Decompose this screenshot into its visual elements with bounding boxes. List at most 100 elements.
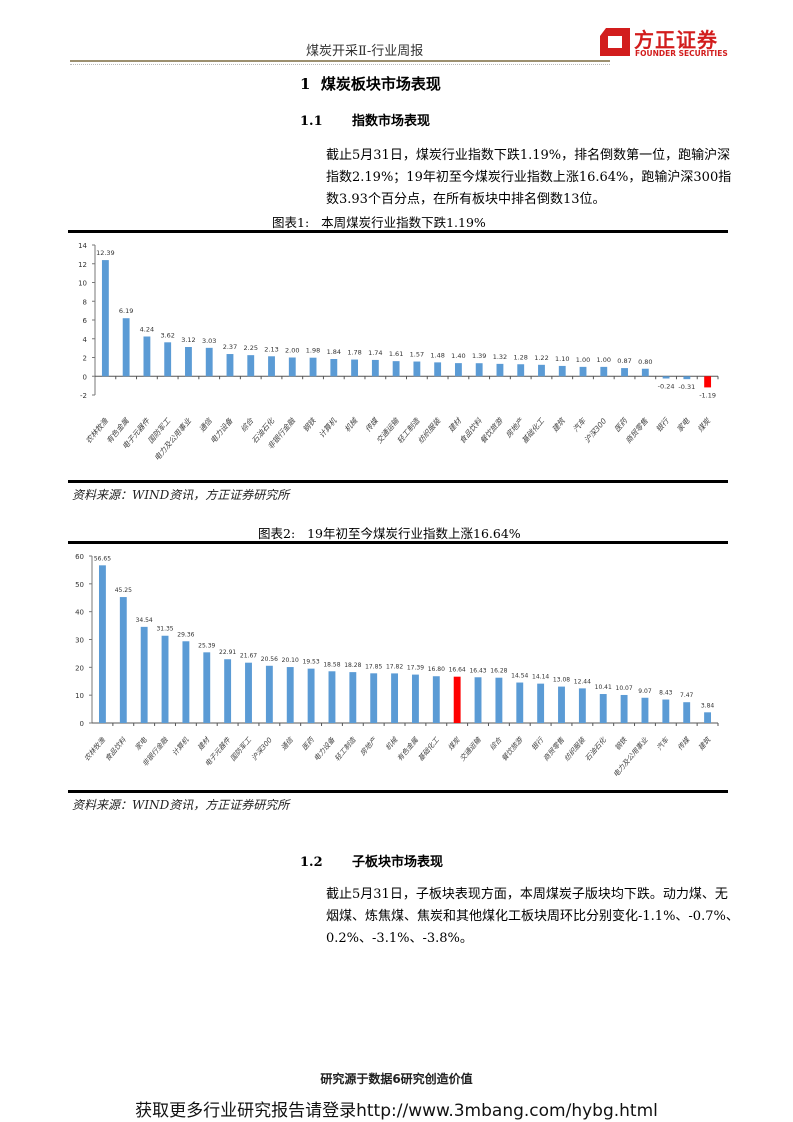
data-label: 25.39 [198, 642, 215, 649]
bar [662, 699, 670, 723]
bar [391, 673, 399, 723]
bar [143, 336, 151, 377]
section-title: 1 煤炭板块市场表现 [300, 75, 441, 93]
data-label: 1.48 [430, 351, 444, 359]
bar [453, 676, 461, 723]
data-label: 1.28 [513, 353, 527, 361]
category-label: 钢铁 [301, 415, 319, 433]
data-label: 12.44 [574, 678, 591, 685]
data-label: -1.19 [699, 391, 716, 399]
index-performance-paragraph: 截止5月31日，煤炭行业指数下跌1.19%，排名倒数第一位，跑输沪深指数2.19… [300, 145, 740, 211]
figure2-caption: 图表2: 19年初至今煤炭行业指数上涨16.64% [258, 526, 521, 541]
category-label: 建材 [196, 735, 212, 752]
data-label: 0.87 [617, 357, 631, 365]
logo-chinese-text: 方正证券 [634, 28, 718, 52]
bar [704, 376, 712, 388]
data-label: 3.84 [701, 702, 715, 709]
bar [164, 342, 172, 377]
data-label: 7.47 [680, 692, 694, 699]
bar [224, 659, 232, 723]
category-label: 建筑 [697, 735, 713, 752]
y-tick-label: 0 [83, 373, 87, 381]
subsection-number: 1.1 [300, 114, 323, 129]
figure2-bottom-rule [68, 790, 728, 793]
bar [371, 359, 379, 377]
subsection-title: 子板块市场表现 [352, 855, 444, 870]
bar [351, 359, 359, 377]
category-label: 基础化工 [520, 415, 547, 445]
figure1-source: 资料来源：WIND资讯，方正证券研究所 [72, 488, 290, 502]
paragraph-text: 截止5月31日，子板块表现方面，本周煤炭子版块均下跌。动力煤、无烟煤、炼焦煤、焦… [326, 887, 739, 946]
data-label: 0.80 [638, 358, 652, 366]
bar [641, 368, 649, 377]
bar [185, 347, 192, 377]
data-label: 12.39 [96, 249, 115, 257]
data-label: 16.64 [449, 667, 466, 674]
data-label: 8.43 [659, 690, 673, 697]
data-label: -0.31 [678, 383, 695, 391]
ytd-index-bar-chart: 0 10 20 30 40 50 60 56.65 农林牧渔 45.25 食品饮料 34.54 家电 31… [68, 544, 728, 790]
y-tick-label: 8 [83, 298, 87, 306]
bar [330, 359, 338, 377]
data-label: 6.19 [119, 307, 133, 315]
data-label: 1.61 [389, 350, 403, 358]
y-tick-label: 0 [80, 720, 84, 728]
bar [309, 357, 317, 377]
bar [265, 665, 273, 723]
bar [226, 354, 234, 377]
bar [704, 712, 712, 723]
bar [579, 366, 587, 377]
bar [413, 361, 421, 377]
data-label: 9.07 [638, 688, 652, 695]
y-tick-label: 10 [75, 692, 84, 700]
data-label: 1.32 [493, 353, 507, 361]
data-label: 1.00 [597, 356, 611, 364]
subsection-title: 指数市场表现 [352, 114, 431, 129]
data-label: 1.39 [472, 352, 486, 360]
y-tick-label: 14 [78, 242, 87, 250]
sub-sector-paragraph: 截止5月31日，子板块表现方面，本周煤炭子版块均下跌。动力煤、无烟煤、炼焦煤、焦… [300, 884, 740, 950]
data-label: 18.28 [344, 662, 361, 669]
footer-promo-link[interactable]: 获取更多行业研究报告请登录http://www.3mbang.com/hybg.… [135, 1101, 658, 1121]
data-label: 2.37 [223, 343, 237, 351]
category-label: 医药 [613, 415, 631, 433]
data-label: 16.80 [428, 666, 445, 673]
subsection-1-1-heading: 1.1 指数市场表现 [300, 110, 430, 129]
bar [140, 626, 148, 723]
category-label: 钢铁 [614, 735, 630, 752]
bar [641, 697, 649, 723]
data-label: 56.65 [94, 555, 111, 562]
data-label: 10.07 [616, 685, 633, 692]
bar [286, 667, 294, 723]
data-label: 29.36 [177, 631, 194, 638]
y-tick-label: 30 [75, 637, 84, 645]
category-label: 通信 [197, 415, 215, 433]
bar [578, 688, 586, 723]
category-label: 传媒 [363, 415, 381, 433]
bar [475, 363, 483, 377]
bar [538, 364, 545, 377]
bar [205, 347, 213, 377]
data-label: 17.39 [407, 665, 424, 672]
category-label: 餐饮旅游 [478, 415, 505, 445]
bar [268, 356, 275, 377]
bar [328, 671, 336, 723]
data-label: 1.10 [555, 355, 569, 363]
data-label: 17.82 [386, 663, 403, 670]
y-tick-label: 10 [78, 280, 87, 288]
bar [182, 641, 190, 723]
bar [558, 686, 565, 723]
category-label: 汽车 [655, 735, 671, 752]
category-label: 商贸零售 [624, 416, 650, 445]
data-label: 13.08 [553, 677, 570, 684]
category-label: 家电 [134, 735, 150, 752]
category-label: 交通运输 [458, 735, 483, 762]
footer-slogan: 研究源于数据6研究创造价值 [320, 1072, 473, 1086]
data-label: 2.13 [264, 345, 278, 353]
y-tick-label: 20 [75, 664, 84, 672]
data-label: 1.78 [347, 349, 361, 357]
data-label: 19.53 [303, 659, 320, 666]
data-label: 10.41 [595, 684, 612, 691]
category-label: 餐饮旅游 [500, 735, 525, 762]
bar [599, 694, 607, 723]
